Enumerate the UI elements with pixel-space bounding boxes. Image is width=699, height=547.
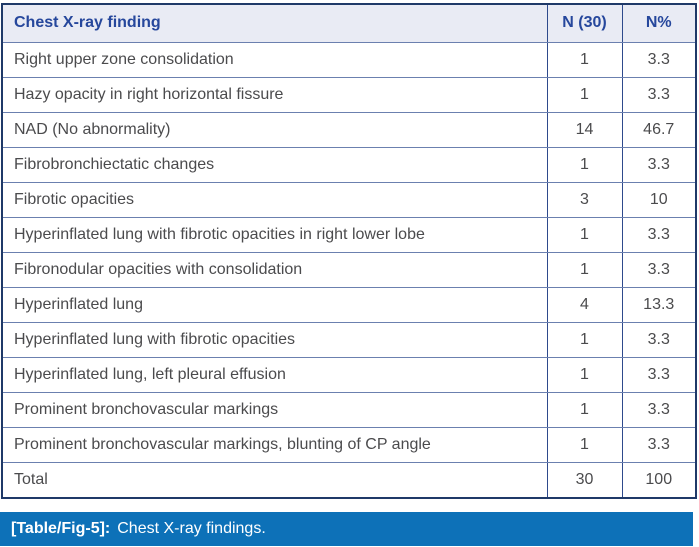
table-caption: [Table/Fig-5]: Chest X-ray findings. [0, 512, 693, 546]
percent-cell: 100 [621, 462, 695, 497]
table-row: NAD (No abnormality) 14 46.7 [3, 112, 695, 148]
table-body: Right upper zone consolidation 1 3.3 Haz… [3, 42, 695, 497]
percent-cell: 3.3 [621, 147, 695, 183]
finding-cell: Hazy opacity in right horizontal fissure [3, 77, 547, 113]
percent-cell: 13.3 [621, 287, 695, 323]
finding-cell: Fibronodular opacities with consolidatio… [3, 252, 547, 288]
percent-cell: 46.7 [621, 112, 695, 148]
table-row: Fibronodular opacities with consolidatio… [3, 252, 695, 288]
table-row: Hazy opacity in right horizontal fissure… [3, 77, 695, 113]
table-header-row: Chest X-ray finding N (30) N% [3, 5, 695, 43]
finding-cell: Fibrotic opacities [3, 182, 547, 218]
column-header-pct: N% [621, 5, 695, 43]
finding-cell: Total [14, 470, 48, 488]
percent-cell: 3.3 [621, 427, 695, 463]
count-cell: 1 [546, 322, 622, 358]
finding-cell: Fibrobronchiectatic changes [3, 147, 547, 183]
table-row: Prominent bronchovascular markings, blun… [3, 427, 695, 463]
percent-cell: 3.3 [621, 392, 695, 428]
percent-cell: 3.3 [621, 357, 695, 393]
finding-cell: Hyperinflated lung [3, 287, 547, 323]
count-cell: 3 [546, 182, 622, 218]
percent-cell: 3.3 [621, 322, 695, 358]
table-row: Total 30 100 [3, 462, 695, 497]
percent-cell: 10 [621, 182, 695, 218]
table-row: Hyperinflated lung with fibrotic opaciti… [3, 217, 695, 253]
table-row: Fibrotic opacities 3 10 [3, 182, 695, 218]
table-row: Hyperinflated lung with fibrotic opaciti… [3, 322, 695, 358]
finding-cell: Prominent bronchovascular markings, blun… [3, 427, 547, 463]
table-row: Fibrobronchiectatic changes 1 3.3 [3, 147, 695, 183]
caption-tag: [Table/Fig-5]: [11, 520, 111, 537]
count-cell: 1 [546, 147, 622, 183]
count-cell: 4 [546, 287, 622, 323]
finding-cell: Prominent bronchovascular markings [3, 392, 547, 428]
finding-cell: Hyperinflated lung with fibrotic opaciti… [3, 217, 547, 253]
count-cell: 1 [546, 77, 622, 113]
column-header-n: N (30) [546, 5, 622, 43]
percent-cell: 3.3 [621, 217, 695, 253]
count-cell: 1 [546, 252, 622, 288]
findings-table: Chest X-ray finding N (30) N% Right uppe… [3, 5, 695, 497]
count-cell: 1 [546, 42, 622, 78]
column-header-finding: Chest X-ray finding [3, 5, 547, 43]
percent-cell: 3.3 [621, 77, 695, 113]
findings-table-container: Chest X-ray finding N (30) N% Right uppe… [1, 3, 697, 499]
table-row: Hyperinflated lung, left pleural effusio… [3, 357, 695, 393]
caption-text: Chest X-ray findings. [117, 520, 266, 537]
table-row: Hyperinflated lung 4 13.3 [3, 287, 695, 323]
finding-cell: NAD (No abnormality) [3, 112, 547, 148]
finding-cell: Hyperinflated lung with fibrotic opaciti… [3, 322, 547, 358]
count-cell: 1 [546, 427, 622, 463]
count-cell: 1 [546, 357, 622, 393]
percent-cell: 3.3 [621, 252, 695, 288]
percent-cell: 3.3 [621, 42, 695, 78]
table-row: Right upper zone consolidation 1 3.3 [3, 42, 695, 78]
finding-cell: Right upper zone consolidation [3, 42, 547, 78]
count-cell: 1 [546, 217, 622, 253]
count-cell: 1 [546, 392, 622, 428]
finding-cell: Hyperinflated lung, left pleural effusio… [3, 357, 547, 393]
table-row: Prominent bronchovascular markings 1 3.3 [3, 392, 695, 428]
count-cell: 30 [546, 462, 622, 497]
count-cell: 14 [546, 112, 622, 148]
